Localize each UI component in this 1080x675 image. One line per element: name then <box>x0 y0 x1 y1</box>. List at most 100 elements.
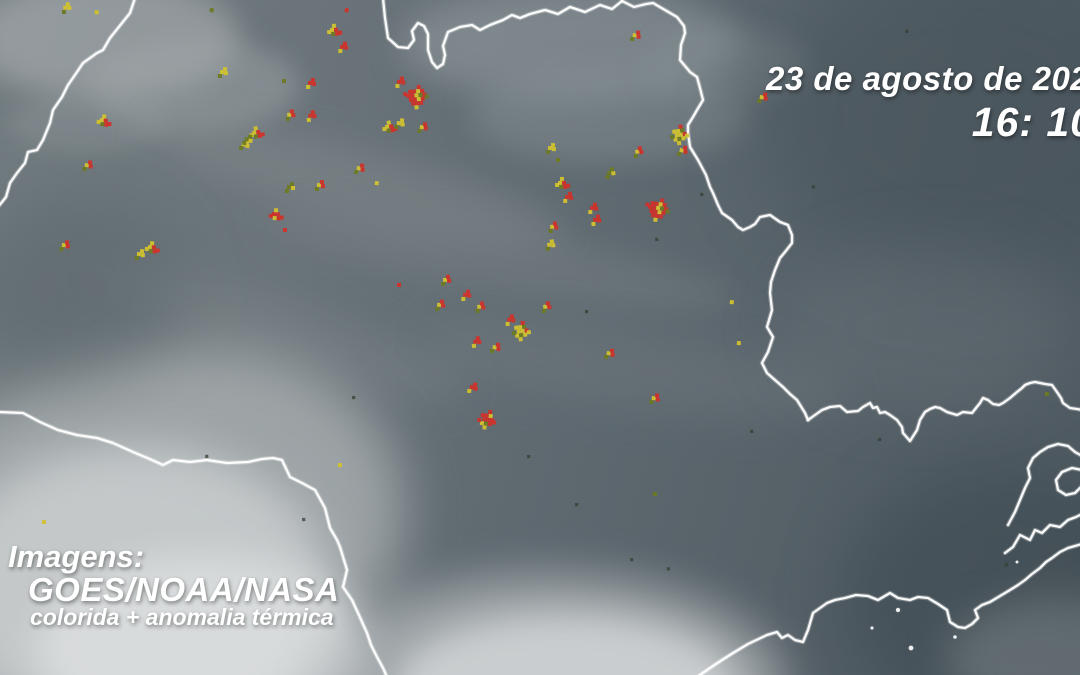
state-boundary-northeast-rj-border <box>806 380 1080 443</box>
credits-detail: colorida + anomalia térmica <box>30 604 334 631</box>
fire-hotspot <box>435 299 446 312</box>
fire-hotspot <box>282 228 287 233</box>
burn-scar-speck <box>527 454 531 459</box>
fire-hotspot <box>394 118 405 130</box>
burn-scar-speck <box>574 503 579 507</box>
fire-hotspot <box>505 314 516 327</box>
fire-hotspot <box>1044 392 1049 397</box>
burn-scar-speck <box>1004 563 1009 567</box>
fire-hotspot <box>471 335 482 349</box>
fire-hotspot <box>461 289 472 302</box>
state-boundary-bay-lower-coast <box>1003 513 1080 555</box>
fire-hotspot <box>556 158 560 162</box>
fire-hotspot <box>676 145 688 157</box>
fire-hotspot <box>649 393 660 405</box>
fire-hotspot <box>563 191 574 204</box>
state-boundary-south-coastline <box>697 543 1080 675</box>
fire-hotspot <box>217 67 228 79</box>
credits-block: Imagens: GOES/NOAA/NASA colorida + anoma… <box>8 541 339 630</box>
smoke-streak <box>258 186 742 332</box>
fire-hotspot <box>603 348 615 360</box>
fire-hotspot <box>669 124 690 146</box>
smoke-streak <box>416 298 854 440</box>
state-boundary-northeast-rj-border <box>805 379 1080 444</box>
fire-hotspot <box>238 139 250 151</box>
fire-hotspot <box>633 146 644 159</box>
fire-hotspot <box>285 109 296 122</box>
smoke-streak <box>137 97 573 269</box>
fire-hotspot <box>282 79 286 83</box>
burn-scar-speck <box>302 517 306 522</box>
burn-scar-speck <box>352 395 356 400</box>
time-label: 16: 10 <box>971 99 1080 145</box>
state-boundary-west-state-border <box>0 0 136 207</box>
credits-label: Imagens: <box>8 539 145 574</box>
state-boundary-north-state-border <box>380 0 625 71</box>
island-dot <box>953 635 957 639</box>
dark-region <box>0 195 185 385</box>
burn-scar-speck <box>750 429 754 434</box>
fire-hotspot <box>630 30 641 42</box>
coastal-haze <box>945 598 1080 675</box>
fire-hotspot <box>59 240 70 252</box>
fire-hotspot <box>652 492 657 497</box>
fire-hotspot <box>134 249 145 261</box>
fire-hotspot <box>344 8 349 13</box>
burn-scar-speck <box>666 567 671 571</box>
fire-hotspot <box>82 160 93 172</box>
fire-hotspot <box>306 110 317 123</box>
fire-hotspot <box>382 120 398 133</box>
fire-hotspot <box>306 77 317 90</box>
fire-hotspot <box>241 134 253 146</box>
burn-scar-speck <box>811 185 816 189</box>
cloud-patch <box>0 0 240 100</box>
fire-hotspot <box>605 167 616 180</box>
fire-hotspot <box>395 76 406 89</box>
fire-hotspot <box>144 241 160 254</box>
fire-hotspot <box>354 163 365 175</box>
fire-hotspot <box>327 23 343 36</box>
fire-hotspot <box>96 114 112 127</box>
fire-hotspot <box>588 202 599 215</box>
fire-hotspot <box>548 221 559 234</box>
state-boundary-bay-outline <box>1006 442 1080 527</box>
island-dot <box>1015 560 1019 564</box>
fire-hotspot <box>511 320 532 342</box>
burn-scar-speck <box>700 192 704 197</box>
burn-scar-speck <box>905 29 909 34</box>
fire-hotspot <box>314 180 325 192</box>
burn-scar-speck <box>655 237 659 242</box>
fire-hotspot <box>285 182 295 193</box>
fire-hotspot <box>41 520 46 525</box>
fire-hotspot <box>397 282 402 287</box>
fire-hotspot <box>338 41 349 54</box>
fire-hotspot <box>545 239 556 252</box>
fire-hotspot <box>475 301 486 314</box>
island-dot <box>895 607 901 613</box>
fire-hotspot <box>417 122 428 134</box>
burn-scar-speck <box>584 310 589 314</box>
cloud-patch <box>8 92 168 154</box>
fire-hotspot <box>736 341 741 346</box>
date-label: 23 de agosto de 2024 <box>766 60 1080 97</box>
fire-hotspot <box>729 300 734 305</box>
fire-hotspot <box>441 274 452 287</box>
fire-hotspot <box>249 126 265 139</box>
fire-hotspot <box>403 84 429 110</box>
state-boundary-bay-lower-coast <box>1002 512 1080 556</box>
haze-patch <box>780 245 1070 410</box>
cloud-mass <box>395 615 735 675</box>
burn-scar-speck <box>878 437 882 442</box>
fire-hotspot <box>591 214 602 227</box>
fire-hotspot <box>268 208 284 221</box>
fire-hotspot <box>61 1 72 15</box>
fire-hotspot <box>645 198 670 223</box>
fire-hotspot <box>489 342 501 354</box>
state-boundary-bay-inner-outline <box>1054 466 1080 497</box>
state-boundary-bay-outline <box>1005 441 1080 528</box>
credits-source: GOES/NOAA/NASA <box>28 570 340 608</box>
state-boundary-west-state-border <box>0 0 137 209</box>
fire-hotspot <box>374 181 379 186</box>
burn-scar-speck <box>630 558 634 562</box>
